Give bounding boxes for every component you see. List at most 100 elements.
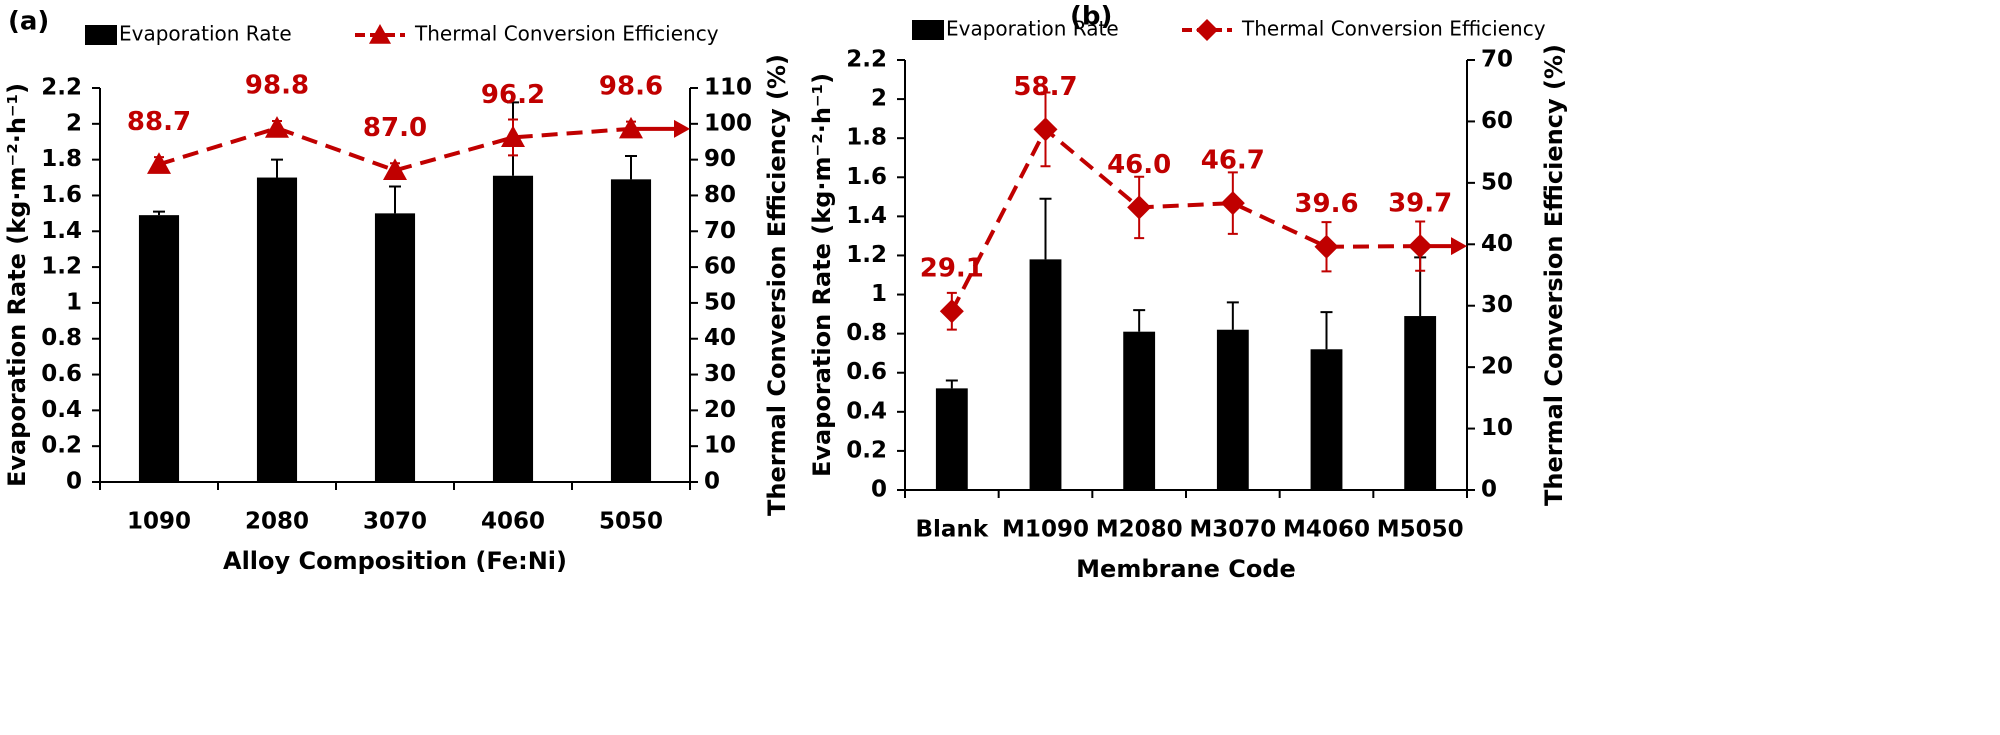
error-bar [945, 379, 958, 389]
y2-tick-label: 60 [704, 254, 736, 280]
data-label: 87.0 [363, 113, 427, 143]
line-marker [1314, 234, 1339, 259]
y2-tick-label: 70 [704, 218, 736, 244]
line-marker [1220, 191, 1245, 216]
x-tick-label: M2080 [1096, 517, 1183, 543]
bar [256, 177, 298, 482]
y2-tick-label: 10 [1481, 415, 1513, 441]
y-tick-label: 1.8 [41, 146, 82, 172]
y-tick-label: 0.2 [846, 437, 887, 463]
series-line [158, 126, 632, 173]
line-marker [383, 158, 407, 180]
x-axis-title: Alloy Composition (Fe:Ni) [223, 547, 567, 575]
legend-swatch [912, 20, 944, 40]
line-marker [369, 24, 391, 44]
data-label: 46.7 [1201, 146, 1265, 176]
y-tick-label: 2 [66, 110, 82, 136]
y-tick-label: 1.2 [846, 242, 887, 268]
error-bar [1133, 309, 1146, 332]
bar [1216, 329, 1249, 490]
error-bar [153, 210, 165, 216]
y-tick-label: 0 [66, 469, 82, 495]
series-line [950, 126, 1421, 313]
line-marker [501, 125, 525, 148]
error-bar [271, 158, 283, 178]
y2-tick-label: 60 [1481, 108, 1513, 134]
data-label: 98.6 [599, 71, 663, 101]
line-marker [619, 116, 643, 139]
error-bar [1226, 301, 1239, 330]
line-marker [265, 116, 289, 138]
error-bar [625, 155, 637, 180]
x-tick-label: 1090 [127, 509, 191, 535]
line-marker [1033, 117, 1058, 142]
y2-tick-label: 0 [704, 469, 720, 495]
y-tick-label: 2 [871, 86, 887, 112]
line-marker [1196, 19, 1218, 41]
data-label: 39.7 [1388, 189, 1452, 219]
y-tick-label: 1.6 [846, 164, 887, 190]
y2-tick-label: 110 [704, 75, 752, 101]
error-bar [1039, 197, 1052, 260]
x-tick-label: 5050 [599, 509, 663, 535]
y-tick-label: 0 [871, 477, 887, 503]
data-label: 88.7 [127, 107, 191, 137]
y2-tick-label: 40 [1481, 231, 1513, 257]
line-marker [1408, 234, 1433, 259]
y2-tick-label: 70 [1481, 47, 1513, 73]
x-axis-title: Membrane Code [1076, 555, 1296, 583]
bar [374, 213, 416, 482]
y2-tick-label: 10 [704, 433, 736, 459]
error-bar [1320, 311, 1333, 350]
y-tick-label: 0.8 [41, 325, 82, 351]
y2-tick-label: 20 [1481, 354, 1513, 380]
data-label: 58.7 [1013, 72, 1077, 102]
legend-label: Thermal Conversion Efficiency [1241, 17, 1546, 41]
y2-tick-label: 30 [1481, 292, 1513, 318]
y-tick-label: 0.6 [846, 359, 887, 385]
line-marker [939, 299, 964, 324]
axis-arrow-head [1451, 237, 1467, 256]
y-tick-label: 0.4 [41, 397, 82, 423]
bar [1029, 259, 1062, 490]
data-label: 46.0 [1107, 150, 1171, 180]
line-marker [1127, 195, 1152, 220]
y2-tick-label: 100 [704, 110, 752, 136]
panel-label: (a) [8, 7, 49, 37]
y-axis-title: Evaporation Rate (kg·m⁻²·h⁻¹) [808, 73, 836, 477]
data-label: 29.1 [920, 254, 984, 284]
x-tick-label: M3070 [1189, 517, 1276, 543]
x-tick-label: 4060 [481, 509, 545, 535]
line-marker [147, 152, 171, 174]
y2-tick-label: 30 [704, 361, 736, 387]
x-tick-label: Blank [916, 517, 989, 543]
y-axis-title: Evaporation Rate (kg·m⁻²·h⁻¹) [3, 83, 31, 487]
data-label: 96.2 [481, 80, 545, 110]
x-tick-label: M1090 [1002, 517, 1089, 543]
y-tick-label: 2.2 [41, 75, 82, 101]
bar [138, 215, 180, 482]
legend-swatch [85, 25, 117, 45]
y2-tick-label: 20 [704, 397, 736, 423]
bar [1404, 316, 1437, 490]
y-tick-label: 0.2 [41, 433, 82, 459]
x-tick-label: 2080 [245, 509, 309, 535]
panel-label: (b) [1070, 2, 1112, 32]
y-tick-label: 1 [66, 289, 82, 315]
y-tick-label: 2.2 [846, 47, 887, 73]
bar [610, 179, 652, 482]
y-tick-label: 0.4 [846, 398, 887, 424]
error-bar [389, 185, 401, 214]
y2-axis-title: Thermal Conversion Efficiency (%) [763, 54, 791, 516]
y2-tick-label: 0 [1481, 477, 1497, 503]
bar [935, 388, 968, 490]
y-tick-label: 1.4 [41, 218, 82, 244]
legend-label: Evaporation Rate [946, 17, 1119, 41]
y2-tick-label: 80 [704, 182, 736, 208]
legend-label: Evaporation Rate [119, 22, 292, 46]
data-label: 98.8 [245, 71, 309, 101]
y2-tick-label: 50 [704, 289, 736, 315]
y-tick-label: 1.6 [41, 182, 82, 208]
legend-label: Thermal Conversion Efficiency [414, 22, 719, 46]
